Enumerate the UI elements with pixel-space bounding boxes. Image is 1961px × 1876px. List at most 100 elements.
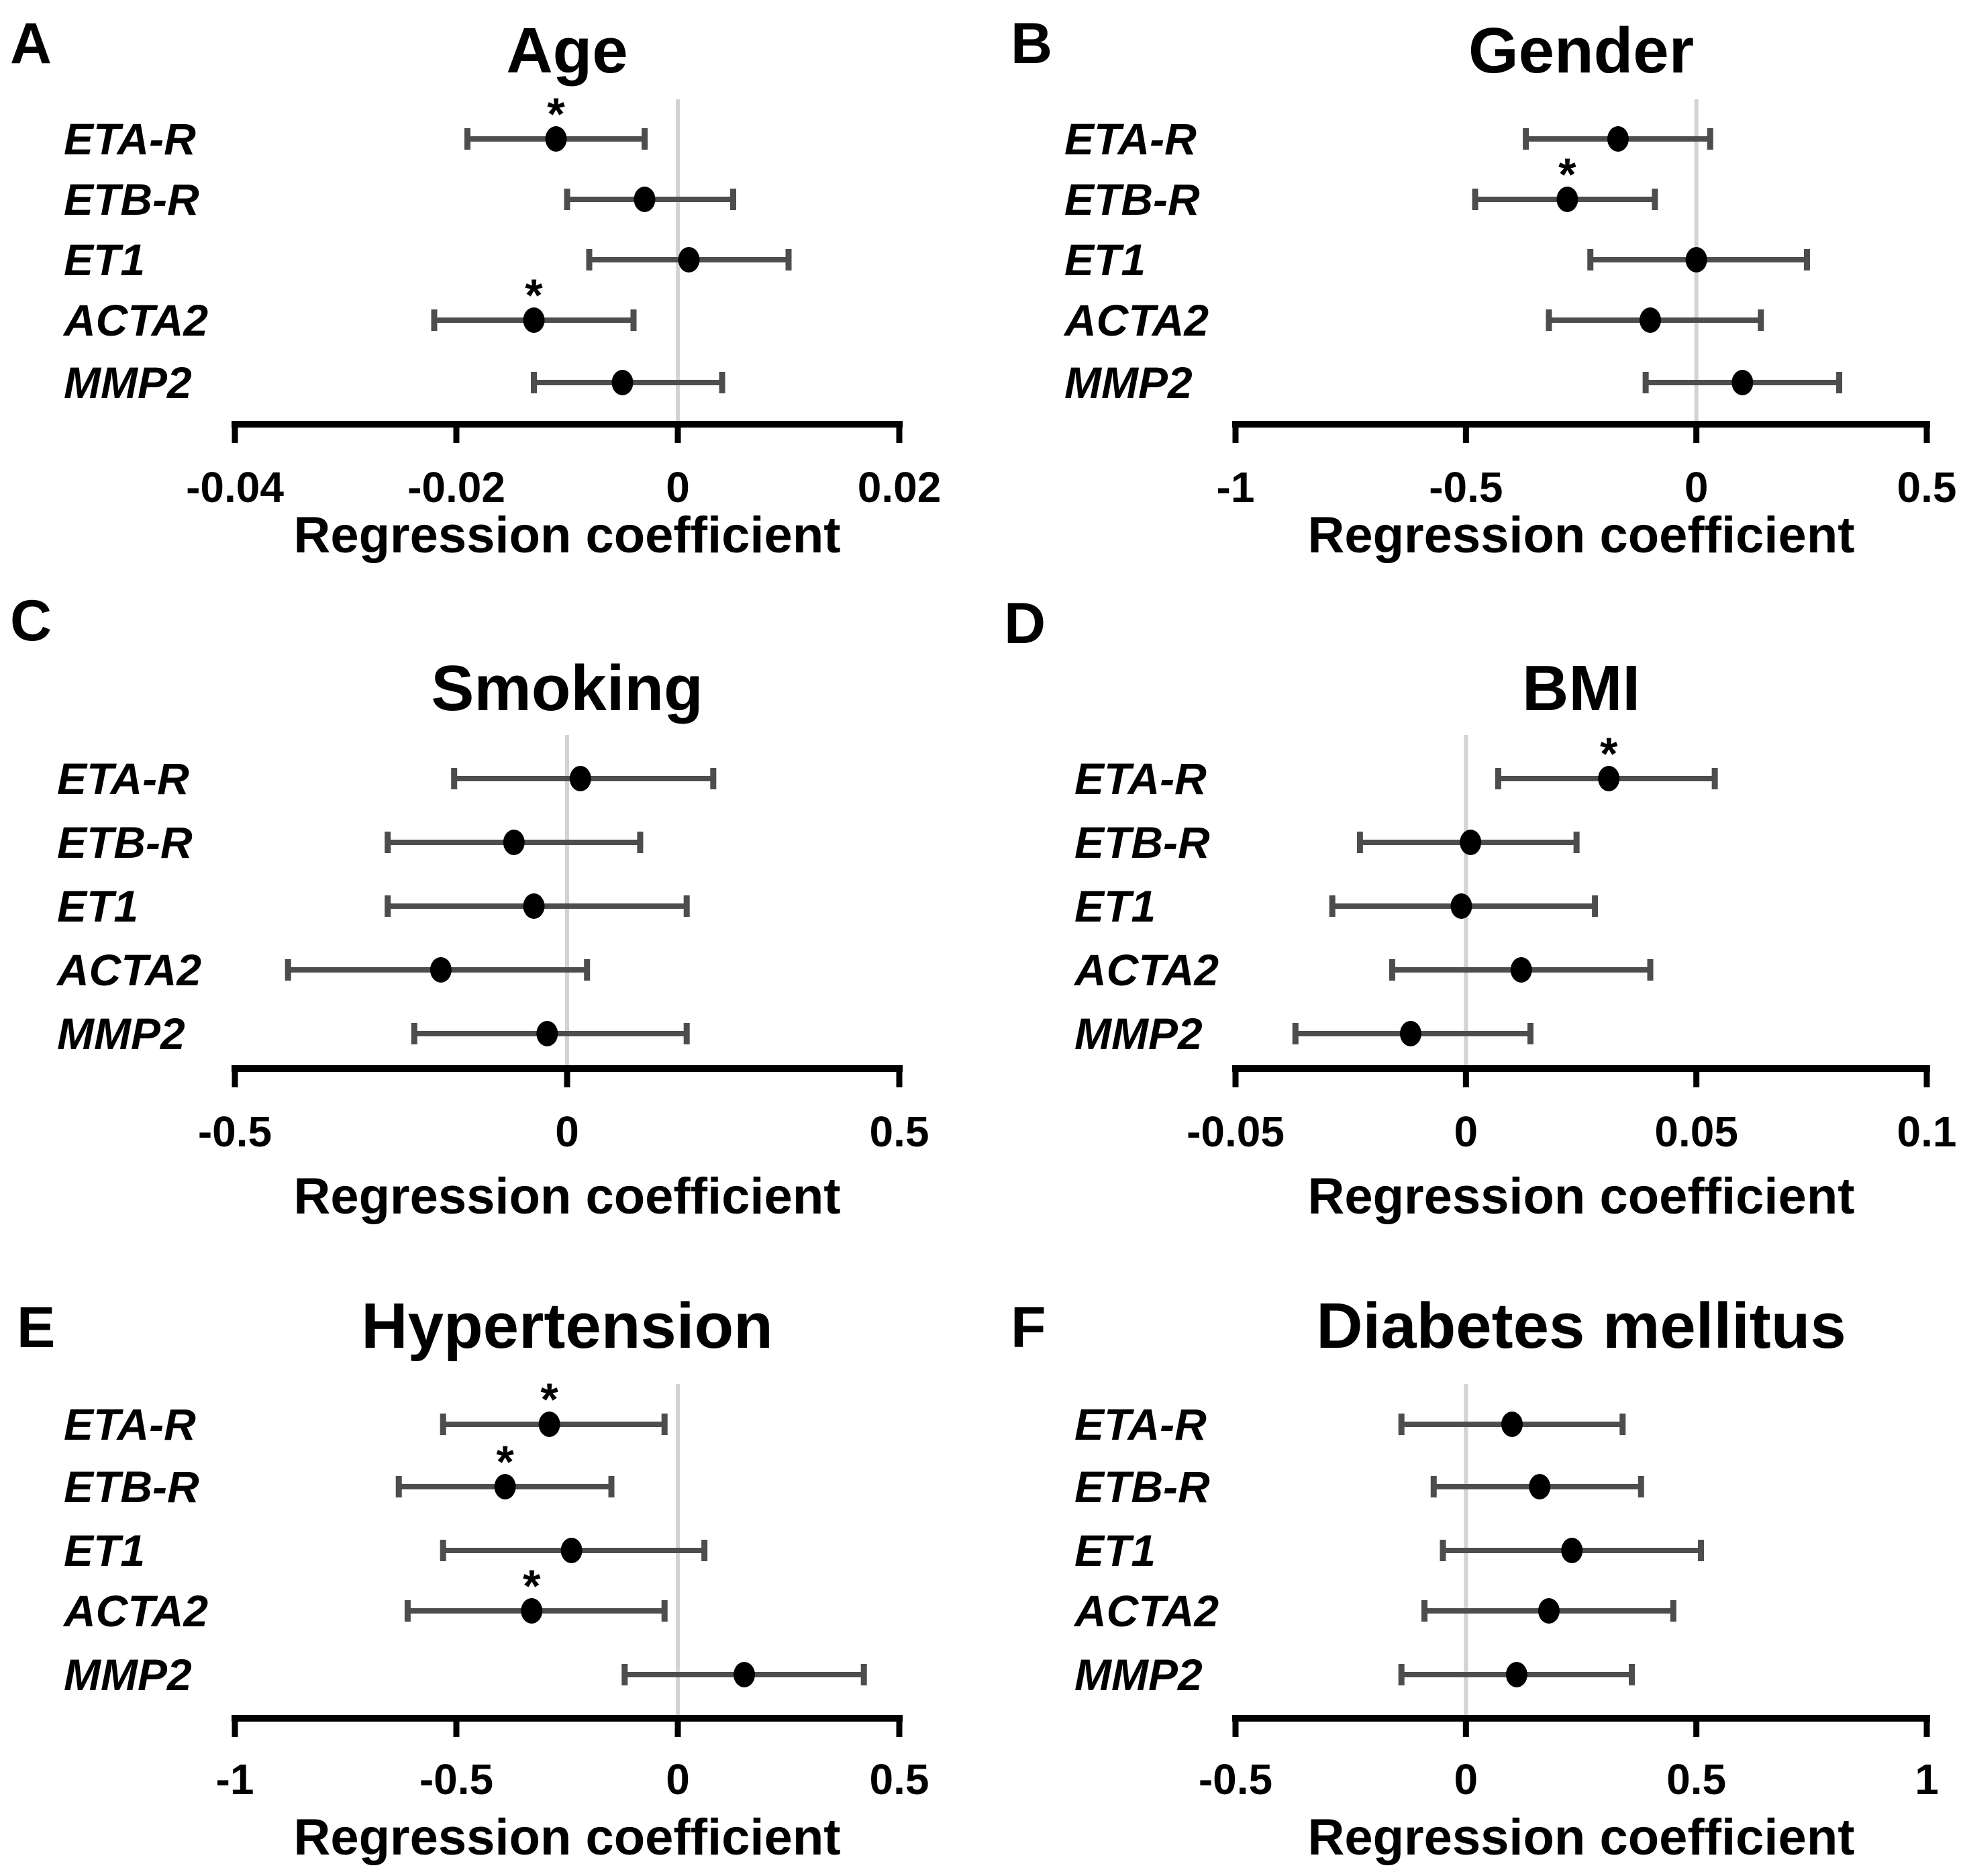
panel-label-D: D [1004,591,1046,656]
gene-label: ET1 [64,235,145,285]
x-tick-label: -0.05 [1187,1107,1285,1156]
forest-plot-hypertension: * ETA-R * ETB-R ET1 * ACTA2 MMP2 -1 -0.5 0 0.5 [62,1374,929,1804]
panel-label-B: B [1011,11,1053,76]
gene-label: ETA-R [64,114,196,164]
gene-label: ACTA2 [1073,1586,1219,1636]
estimate-marker [1510,957,1532,983]
gene-label: ETB-R [1074,1462,1210,1512]
estimate-marker [521,1598,543,1624]
panel-B: ETA-R * ETB-R ET1 ACTA2 MMP2 -1 -0.5 0 0.5 B Gend… [980,0,1961,591]
estimate-marker [1505,1662,1527,1687]
x-tick-label: 0.5 [1897,463,1957,511]
significance-asterisk: * [523,1561,541,1612]
significance-asterisk: * [1558,149,1576,200]
significance-asterisk: * [547,89,565,140]
gene-label: MMP2 [1064,358,1193,407]
estimate-marker [1561,1538,1583,1563]
gene-label: ACTA2 [62,1586,208,1636]
estimate-marker [1731,370,1754,395]
significance-asterisk: * [525,270,543,321]
gene-label: ACTA2 [1063,295,1209,345]
gene-label: MMP2 [64,358,192,407]
x-tick-label: -1 [216,1755,254,1804]
gene-label: ETA-R [64,1399,196,1449]
estimate-marker [1598,766,1620,791]
gene-label: ET1 [1074,1526,1156,1575]
x-tick-label: -0.5 [198,1107,272,1156]
x-axis-label-E: Regression coefficient [293,1809,841,1866]
panel-A: * ETA-R ETB-R ET1 * ACTA2 MMP2 -0.04 -0.02 0 0.02 … [0,0,980,591]
panel-title-hypertension: Hypertension [361,1290,773,1362]
x-tick-label: 0.5 [1666,1755,1726,1804]
x-tick-label: -1 [1217,463,1255,511]
estimate-marker [634,187,656,212]
panel-title-age: Age [506,15,628,87]
estimate-marker [494,1474,516,1499]
x-tick-label: 0 [555,1107,579,1156]
x-tick-label: -0.5 [419,1755,493,1804]
x-axis-label-B: Regression coefficient [1307,507,1855,564]
panel-label-F: F [1011,1295,1046,1360]
estimate-marker [678,247,700,273]
estimate-marker [611,370,634,395]
x-axis-label-F: Regression coefficient [1307,1809,1855,1866]
gene-label: ACTA2 [62,295,208,345]
x-tick-label: -0.04 [186,463,284,511]
gene-label: ETB-R [1074,818,1210,867]
x-tick-label: 0 [1454,1755,1478,1804]
estimate-marker [560,1538,583,1563]
x-tick-label: -0.5 [1429,463,1503,511]
gene-label: ETA-R [1064,114,1197,164]
gene-label: ETB-R [64,1462,199,1512]
gene-label: MMP2 [1074,1009,1203,1058]
gene-label: ACTA2 [1073,945,1219,995]
estimate-marker [1640,307,1661,333]
significance-asterisk: * [1600,728,1618,779]
panel-title-diabetes: Diabetes mellitus [1316,1290,1846,1362]
x-tick-label: 0.05 [1654,1107,1738,1156]
estimate-marker [545,126,567,152]
forest-plot-gender: ETA-R * ETB-R ET1 ACTA2 MMP2 -1 -0.5 0 0.5 [1063,99,1957,511]
panel-title-bmi: BMI [1522,652,1640,724]
forest-plot-smoking: ETA-R ETB-R ET1 ACTA2 MMP2 -0.5 0 0.5 [56,735,929,1156]
estimate-marker [1556,187,1578,212]
estimate-marker [503,830,525,855]
x-tick-label: 0 [1685,463,1709,511]
x-tick-label: 0.5 [870,1107,929,1156]
gene-label: ACTA2 [56,945,201,995]
gene-label: ET1 [1074,881,1156,931]
panel-title-gender: Gender [1468,15,1695,87]
panel-D: * ETA-R ETB-R ET1 ACTA2 MMP2 -0.05 0 0.05 0.1 D B… [980,591,1961,1262]
estimate-marker [569,766,591,791]
x-tick-label: -0.02 [407,463,505,511]
x-tick-label: 0.02 [858,463,942,511]
estimate-marker [1501,1412,1523,1437]
estimate-marker [1607,126,1629,152]
gene-label: ET1 [57,881,138,931]
x-tick-label: 1 [1915,1755,1939,1804]
gene-label: ET1 [64,1526,145,1575]
x-tick-label: 0 [666,1755,690,1804]
x-tick-label: -0.5 [1199,1755,1272,1804]
estimate-marker [1529,1474,1551,1499]
estimate-marker [734,1662,755,1687]
gene-label: MMP2 [1074,1650,1203,1699]
forest-plot-age: * ETA-R ETB-R ET1 * ACTA2 MMP2 -0.04 -0.02 0 0.02 [62,89,942,511]
gene-label: ETB-R [57,818,193,867]
estimate-marker [523,893,545,919]
estimate-marker [536,1021,558,1046]
estimate-marker [430,957,452,983]
gene-label: MMP2 [64,1650,192,1699]
panel-label-C: C [10,589,52,653]
gene-label: ETA-R [1074,754,1207,803]
gene-label: ETB-R [64,175,199,224]
estimate-marker [538,1412,560,1437]
panel-F: ETA-R ETB-R ET1 ACTA2 MMP2 -0.5 0 0.5 1 F Diabet… [980,1262,1961,1876]
x-tick-label: 0 [666,463,690,511]
panel-C: ETA-R ETB-R ET1 ACTA2 MMP2 -0.5 0 0.5 C Smoking… [0,591,980,1262]
x-tick-label: 0 [1454,1107,1478,1156]
estimate-marker [1685,247,1707,273]
gene-label: MMP2 [57,1009,185,1058]
significance-asterisk: * [540,1374,558,1425]
